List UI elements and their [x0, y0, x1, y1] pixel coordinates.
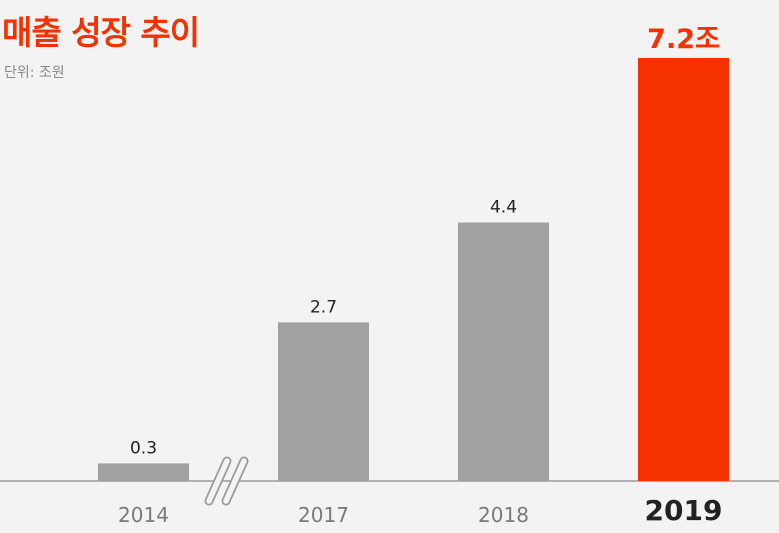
value-label-2018: 4.4 — [490, 198, 517, 218]
unit-note: 단위: 조원 — [4, 65, 65, 81]
bar-2017 — [278, 322, 369, 481]
value-label-2014: 0.3 — [130, 438, 157, 458]
value-label-2019: 7.2조 — [647, 24, 720, 55]
x-tick-label-2019: 2019 — [645, 494, 723, 527]
chart-title: 매출 성장 추이 — [2, 13, 200, 52]
x-tick-label-2018: 2018 — [478, 503, 529, 527]
x-tick-label-2014: 2014 — [118, 503, 169, 527]
bar-2019 — [638, 58, 729, 481]
bar-2014 — [98, 463, 189, 481]
value-label-2017: 2.7 — [310, 297, 337, 317]
x-tick-label-2017: 2017 — [298, 503, 349, 527]
bar-2018 — [458, 222, 549, 481]
axis-break-icon — [204, 456, 249, 506]
